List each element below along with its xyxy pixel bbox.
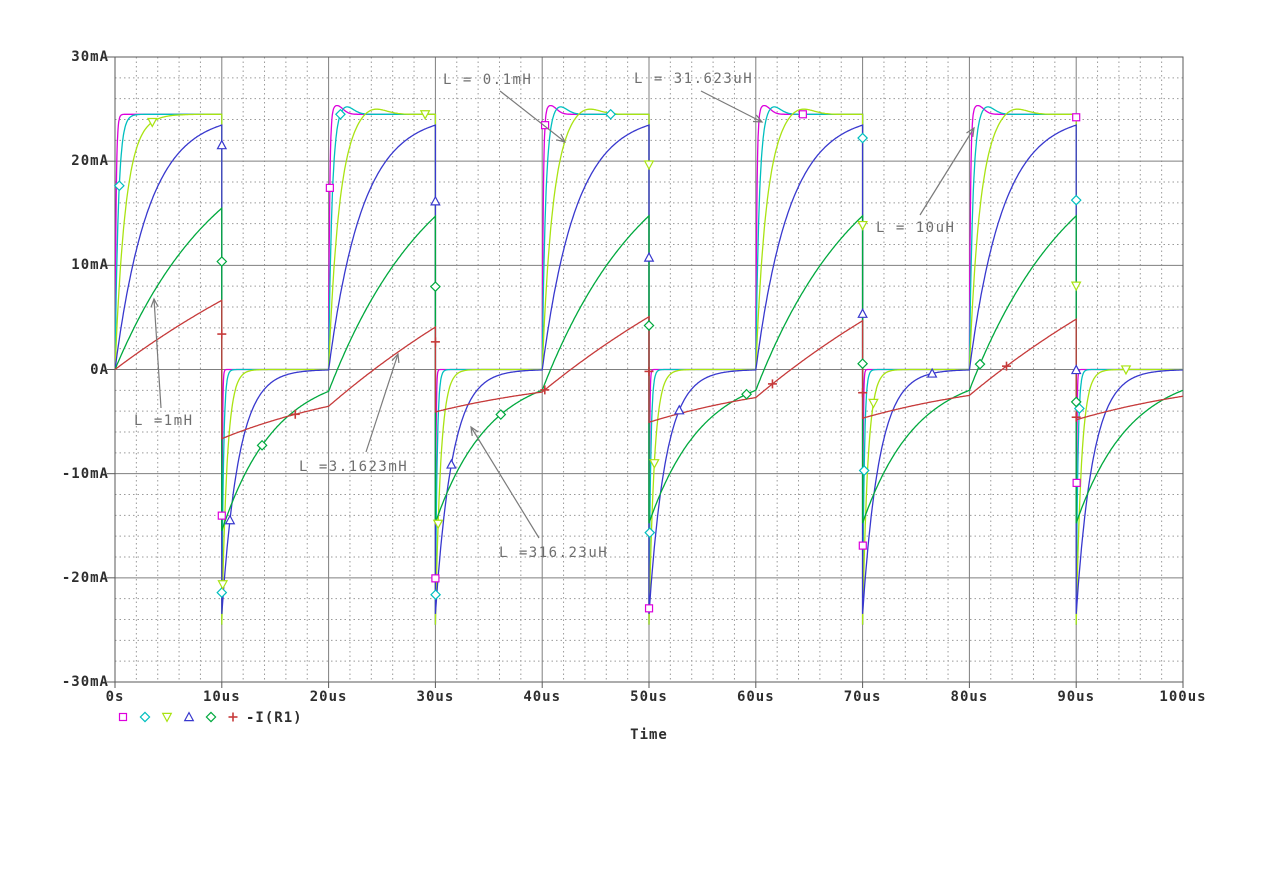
square-marker (431, 574, 440, 583)
diamond-marker (644, 527, 656, 539)
x-tick-label: 70us (843, 689, 882, 705)
y-tick-label: 0A (90, 361, 109, 378)
diamond-marker (256, 439, 268, 451)
diamond-marker (205, 711, 217, 723)
diamond-marker (334, 108, 346, 120)
square-marker (1072, 478, 1081, 487)
x-tick-label: 50us (630, 689, 668, 705)
square-marker (118, 712, 128, 722)
x-tick-label: 60us (736, 689, 775, 705)
x-axis-title: Time (630, 727, 668, 743)
annotation-arrows (150, 90, 975, 539)
diamond-marker (643, 320, 655, 331)
y-tick-label: 30mA (71, 49, 109, 65)
annotation-arrowhead (150, 297, 159, 308)
annotation-arrow (499, 90, 566, 143)
triangle-down-marker (146, 117, 158, 128)
diamond-marker (430, 589, 442, 601)
annotation-arrowhead (391, 352, 400, 364)
x-tick-label: 90us (1057, 689, 1096, 705)
triangle-down-marker (432, 519, 444, 530)
diamond-marker (974, 358, 986, 370)
triangle-up-marker (857, 308, 868, 318)
diamond-marker (216, 587, 228, 599)
annotation-label: L = 10uH (876, 220, 956, 236)
triangle-up-marker (673, 404, 685, 415)
square-marker (1072, 113, 1081, 122)
triangle-down-marker (419, 110, 431, 120)
diamond-marker (216, 256, 228, 267)
square-marker (325, 183, 334, 192)
annotation-label: L =3.1623mH (299, 459, 409, 475)
annotation-arrow (700, 90, 763, 123)
triangle-down-marker (643, 160, 655, 171)
annotation-arrowhead (556, 133, 567, 143)
annotation-label: L =316.23uH (499, 545, 609, 561)
diamond-marker (113, 180, 125, 192)
y-tick-label: -20mA (61, 569, 109, 586)
triangle-up-marker (926, 367, 938, 378)
legend-markers (118, 711, 238, 723)
triangle-up-marker (216, 139, 228, 150)
x-tick-label: 40us (523, 689, 562, 705)
traces (115, 104, 1183, 625)
triangle-down-marker (1070, 281, 1082, 292)
y-tick-label: 10mA (71, 257, 109, 274)
legend-trace-label: -I(R1) (246, 710, 303, 726)
trace-l-0-1mh (115, 108, 1183, 625)
diamond-marker (857, 132, 869, 144)
y-tick-label: 20mA (71, 153, 109, 170)
triangle-up-marker (1070, 364, 1082, 375)
y-tick-label: -10mA (61, 465, 109, 482)
triangle-down-marker (868, 398, 879, 409)
annotation-arrow (919, 127, 975, 216)
x-tick-label: 20us (309, 689, 348, 705)
triangle-up-marker (430, 195, 441, 206)
square-marker (798, 110, 807, 119)
annotation-arrowhead (470, 425, 479, 436)
annotation-arrow (365, 353, 399, 453)
triangle-down-marker (217, 580, 229, 591)
x-tick-label: 30us (416, 689, 455, 705)
diamond-marker (605, 108, 617, 120)
diamond-marker (857, 358, 869, 370)
annotation-arrow (153, 298, 162, 409)
triangle-down-marker (161, 712, 173, 723)
annotation-label: L = 0.1mH (443, 72, 533, 88)
triangle-down-marker (857, 220, 868, 231)
triangle-up-marker (224, 514, 236, 525)
annotation-arrowhead (966, 126, 975, 137)
triangle-up-marker (446, 458, 457, 469)
diamond-marker (858, 465, 870, 477)
triangle-up-marker (643, 251, 655, 262)
x-tick-label: 80us (950, 689, 989, 705)
diamond-marker (1070, 194, 1082, 206)
trace-markers (113, 108, 1132, 613)
diamond-marker (741, 388, 753, 400)
square-marker (858, 541, 867, 550)
axis-ticks (107, 56, 1184, 688)
triangle-down-marker (649, 459, 660, 469)
annotation-arrow (470, 426, 540, 539)
annotation-label: L = 31.623uH (634, 71, 754, 87)
annotation-arrowhead (752, 114, 764, 123)
square-marker (217, 511, 226, 520)
square-marker (644, 604, 654, 613)
square-marker (540, 121, 550, 130)
y-tick-label: -30mA (61, 674, 109, 690)
diamond-marker (495, 409, 507, 421)
triangle-up-marker (183, 711, 195, 722)
diamond-marker (139, 711, 151, 723)
diamond-marker (1070, 396, 1082, 408)
x-tick-label: 10us (202, 689, 241, 705)
annotation-label: L =1mH (134, 413, 194, 429)
triangle-down-marker (1120, 365, 1132, 376)
x-tick-label: 100us (1159, 689, 1207, 705)
diamond-marker (429, 281, 441, 293)
x-tick-label: 0s (105, 689, 125, 705)
